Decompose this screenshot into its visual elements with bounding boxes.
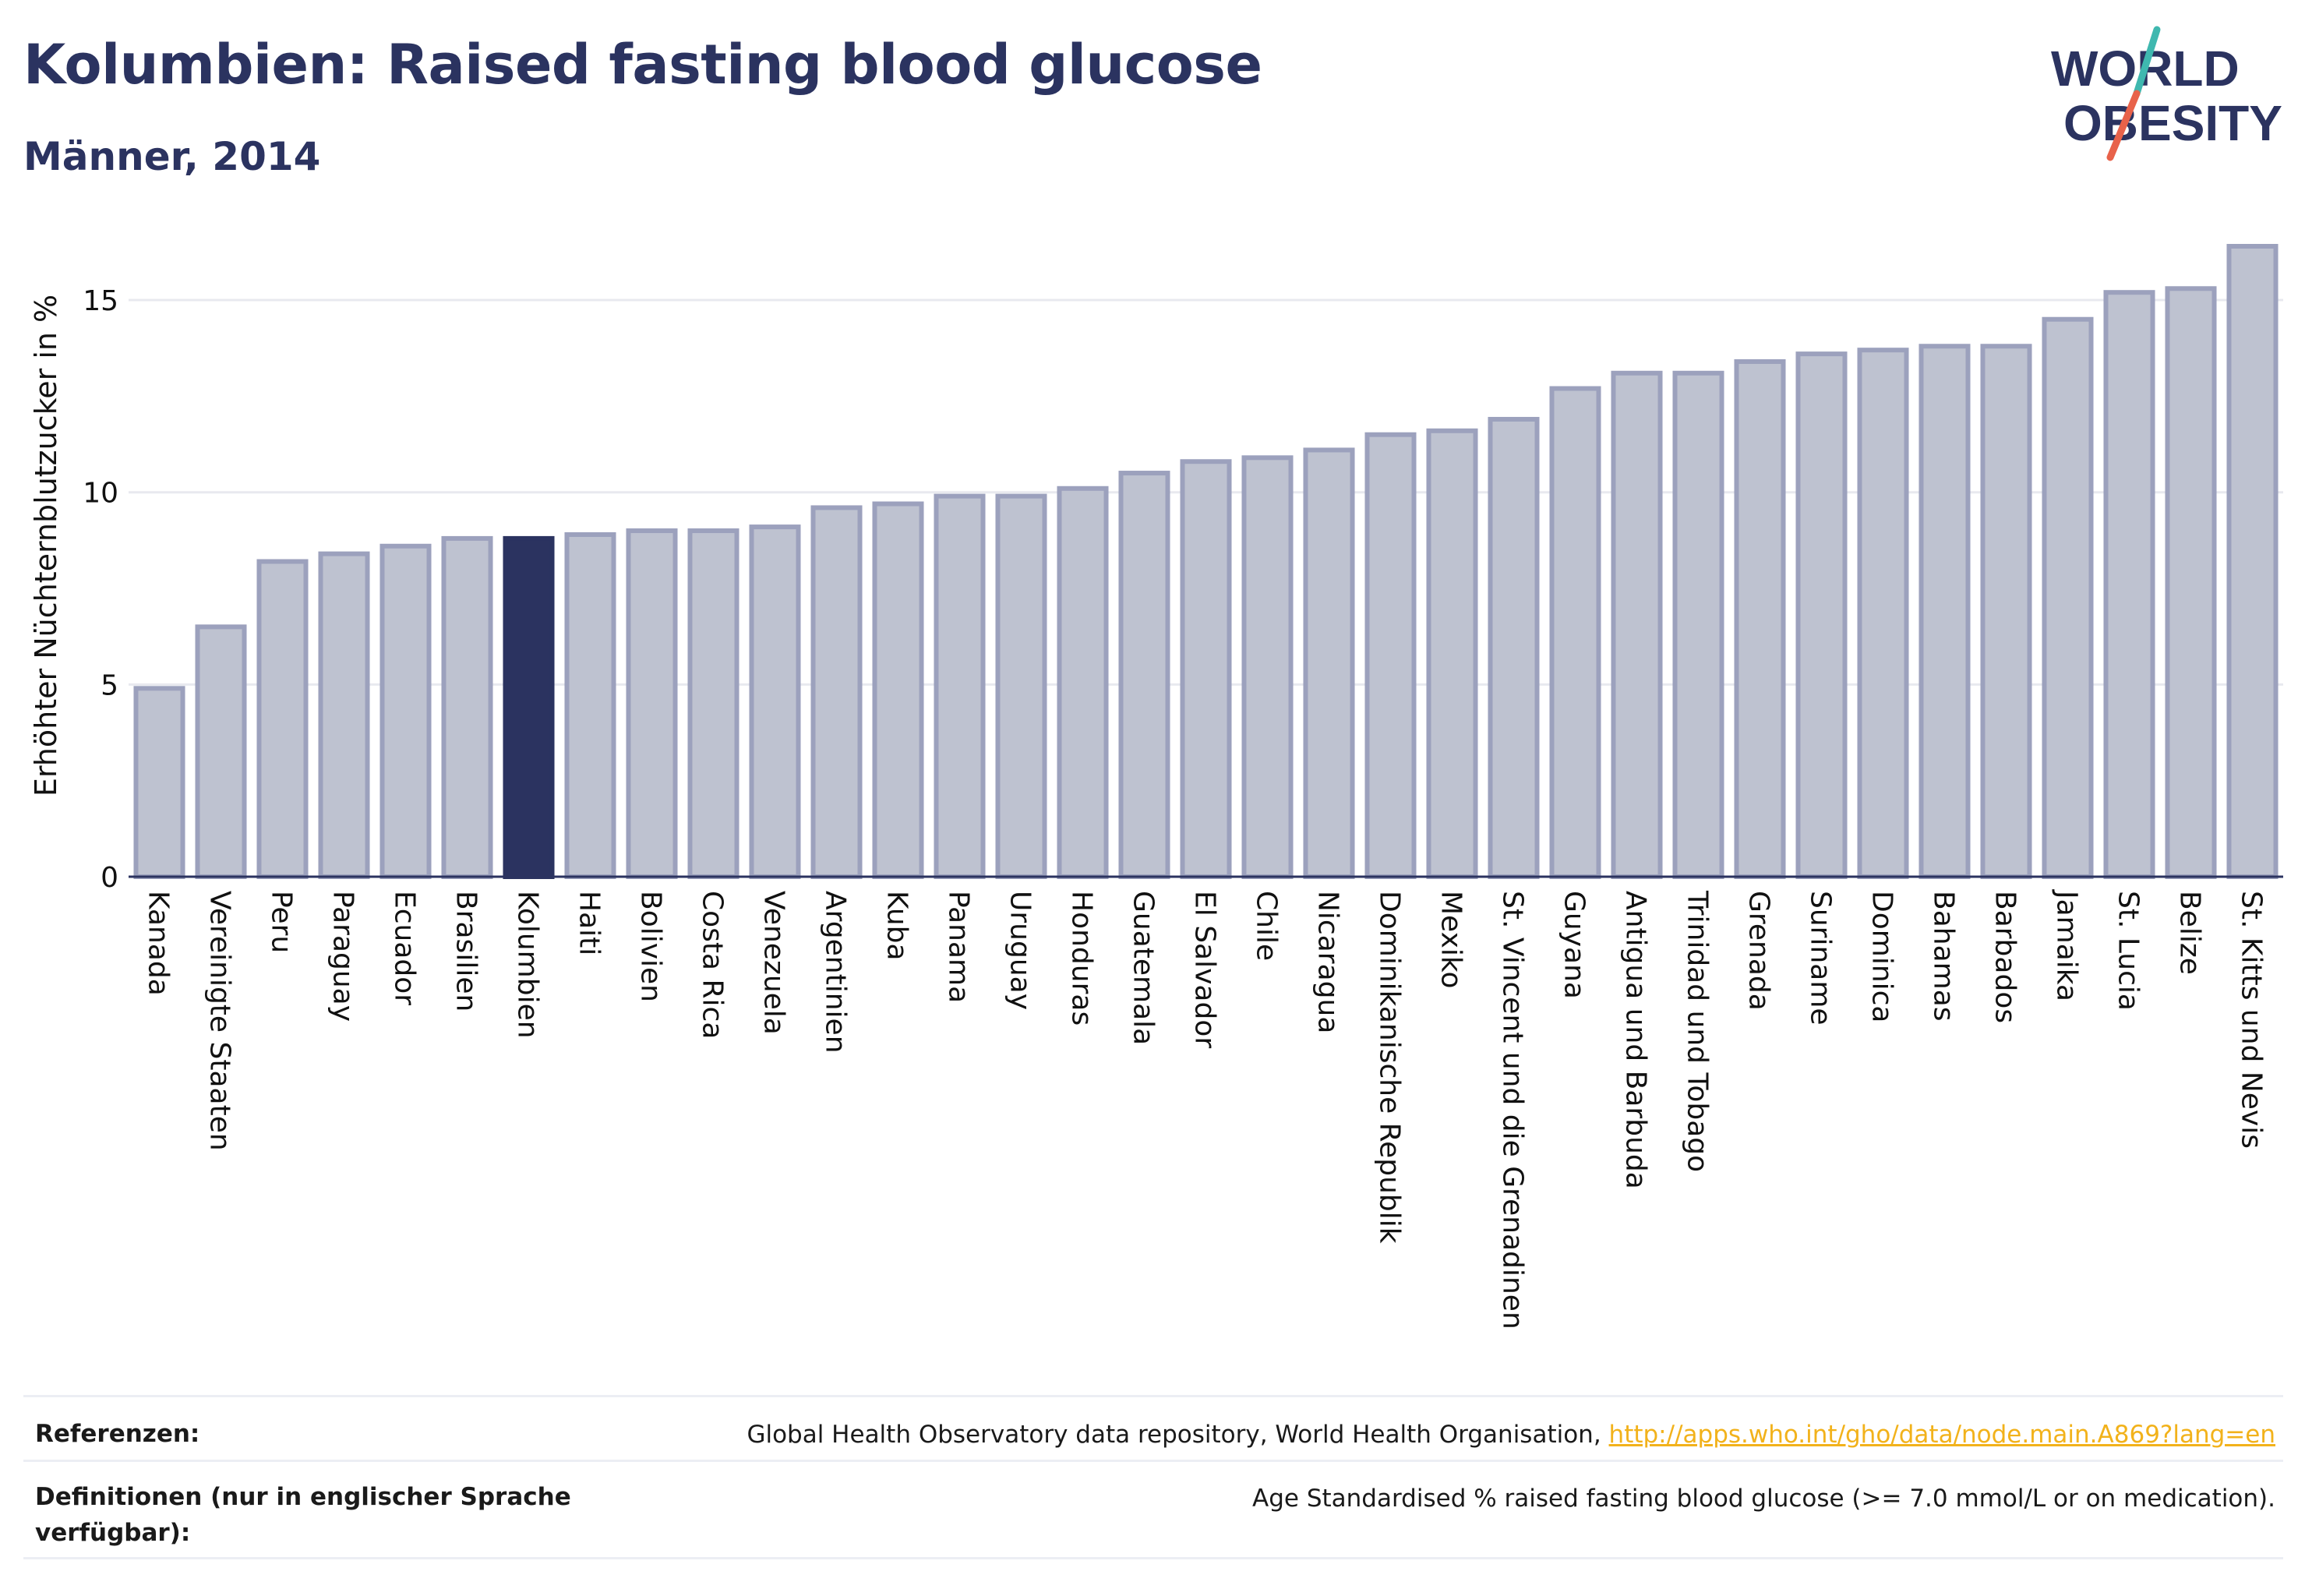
bar bbox=[1918, 344, 1971, 879]
x-tick-label: Paraguay bbox=[327, 891, 359, 1022]
bars bbox=[133, 244, 2279, 880]
definitions-label: Definitionen (nur in englischer Sprache … bbox=[35, 1483, 571, 1547]
x-tick-label: Trinidad und Tobago bbox=[1682, 890, 1714, 1172]
chart-subtitle: Männer, 2014 bbox=[23, 134, 321, 179]
chart-title: Kolumbien: Raised fasting blood glucose bbox=[23, 33, 1262, 97]
x-tick-label: Kolumbien bbox=[512, 891, 544, 1039]
x-tick-label: Guatemala bbox=[1128, 891, 1160, 1045]
x-tick-label: Ecuador bbox=[389, 891, 421, 1005]
definitions-text: Age Standardised % raised fasting blood … bbox=[1252, 1485, 2275, 1513]
bar bbox=[2103, 290, 2155, 879]
logo-slash-teal bbox=[2133, 26, 2161, 97]
x-tick-label: Costa Rica bbox=[697, 891, 729, 1039]
x-tick-label: Argentinien bbox=[820, 891, 852, 1054]
x-tick-label: Suriname bbox=[1805, 891, 1837, 1026]
references-source: Global Health Observatory data repositor… bbox=[747, 1421, 1609, 1449]
bar bbox=[749, 524, 801, 879]
x-tick-label: Brasilien bbox=[450, 891, 482, 1012]
bar bbox=[1734, 358, 1786, 879]
footer-divider-bottom bbox=[23, 1557, 2283, 1559]
bar bbox=[379, 543, 432, 880]
bar bbox=[2042, 316, 2094, 880]
x-tick-label: Uruguay bbox=[1004, 891, 1036, 1010]
x-tick-label: Panama bbox=[943, 891, 975, 1003]
x-tick-label: Grenada bbox=[1743, 891, 1775, 1011]
bar bbox=[318, 551, 370, 879]
x-tick-label: Bolivien bbox=[635, 891, 667, 1002]
bar bbox=[195, 624, 247, 879]
x-tick-label: Bahamas bbox=[1928, 891, 1960, 1022]
bar bbox=[810, 505, 863, 879]
references-text: Global Health Observatory data repositor… bbox=[747, 1421, 2275, 1449]
bar bbox=[1241, 455, 1294, 879]
bar bbox=[1672, 370, 1724, 880]
x-tick-label: Barbados bbox=[1989, 891, 2021, 1023]
bar-highlighted bbox=[503, 535, 555, 880]
x-tick-label: El Salvador bbox=[1189, 891, 1221, 1048]
bar bbox=[1980, 344, 2032, 879]
x-tick-label: Kuba bbox=[881, 891, 913, 961]
references-label: Referenzen: bbox=[35, 1420, 200, 1448]
bar bbox=[872, 501, 924, 879]
x-tick-label: Dominica bbox=[1866, 891, 1898, 1023]
x-tick-label: Chile bbox=[1251, 891, 1283, 961]
bar bbox=[687, 528, 740, 879]
x-tick-label: Dominikanische Republik bbox=[1374, 891, 1406, 1244]
logo-text-obesity: OBESITY bbox=[2063, 95, 2282, 151]
x-tick-label: Jamaika bbox=[2051, 889, 2083, 1001]
y-tick-label: 15 bbox=[83, 285, 118, 317]
y-tick-label: 5 bbox=[101, 669, 118, 701]
bar bbox=[1795, 351, 1848, 879]
bar bbox=[1488, 416, 1540, 879]
bar bbox=[133, 686, 185, 879]
bar bbox=[2165, 286, 2217, 879]
bar bbox=[441, 535, 493, 880]
bar bbox=[934, 493, 986, 879]
bar bbox=[1611, 370, 1663, 880]
bar bbox=[1426, 428, 1478, 879]
x-tick-label: Vereinigte Staaten bbox=[204, 891, 236, 1151]
bar-chart: 0 5 10 15 Kanada Vereinigte Staaten Peru Parag… bbox=[29, 244, 2283, 1329]
footer-divider-top bbox=[23, 1395, 2283, 1397]
bar bbox=[256, 559, 309, 879]
y-axis-label: Erhöhter Nüchternblutzucker in % bbox=[29, 295, 63, 796]
x-tick-labels: Kanada Vereinigte Staaten Peru Paraguay Ecua… bbox=[143, 889, 2268, 1329]
x-tick-label: Haiti bbox=[574, 891, 605, 955]
bar bbox=[1180, 459, 1232, 879]
bar bbox=[995, 493, 1047, 879]
bar bbox=[2226, 244, 2279, 879]
x-tick-label: St. Kitts und Nevis bbox=[2236, 891, 2268, 1149]
logo-slash-red bbox=[2106, 90, 2141, 161]
x-tick-label: Kanada bbox=[143, 891, 175, 996]
y-tick-label: 10 bbox=[83, 478, 118, 510]
world-obesity-logo: WORLD OBESITY bbox=[2051, 26, 2282, 161]
references-link[interactable]: http://apps.who.int/gho/data/node.main.A… bbox=[1608, 1421, 2275, 1449]
x-tick-label: Antigua und Barbuda bbox=[1620, 891, 1652, 1189]
x-tick-label: Nicaragua bbox=[1312, 891, 1344, 1033]
x-tick-label: St. Vincent und die Grenadinen bbox=[1497, 891, 1529, 1329]
x-tick-label: Guyana bbox=[1558, 891, 1590, 999]
x-tick-label: St. Lucia bbox=[2113, 891, 2144, 1011]
bar bbox=[1057, 486, 1109, 880]
x-tick-label: Mexiko bbox=[1435, 891, 1467, 988]
bar bbox=[1549, 386, 1601, 879]
footer-divider-middle bbox=[23, 1460, 2283, 1462]
bar bbox=[1857, 348, 1909, 879]
x-tick-label: Honduras bbox=[1066, 891, 1098, 1026]
bar bbox=[1364, 432, 1417, 879]
x-tick-label: Belize bbox=[2174, 891, 2206, 975]
x-tick-label: Peru bbox=[266, 891, 298, 953]
bar bbox=[1303, 447, 1355, 879]
bar bbox=[564, 531, 616, 879]
y-tick-label: 0 bbox=[101, 862, 118, 894]
x-tick-label: Venezuela bbox=[758, 891, 790, 1035]
bar bbox=[1118, 471, 1170, 879]
y-tick-labels: 0 5 10 15 bbox=[83, 285, 118, 894]
bar bbox=[626, 528, 678, 879]
